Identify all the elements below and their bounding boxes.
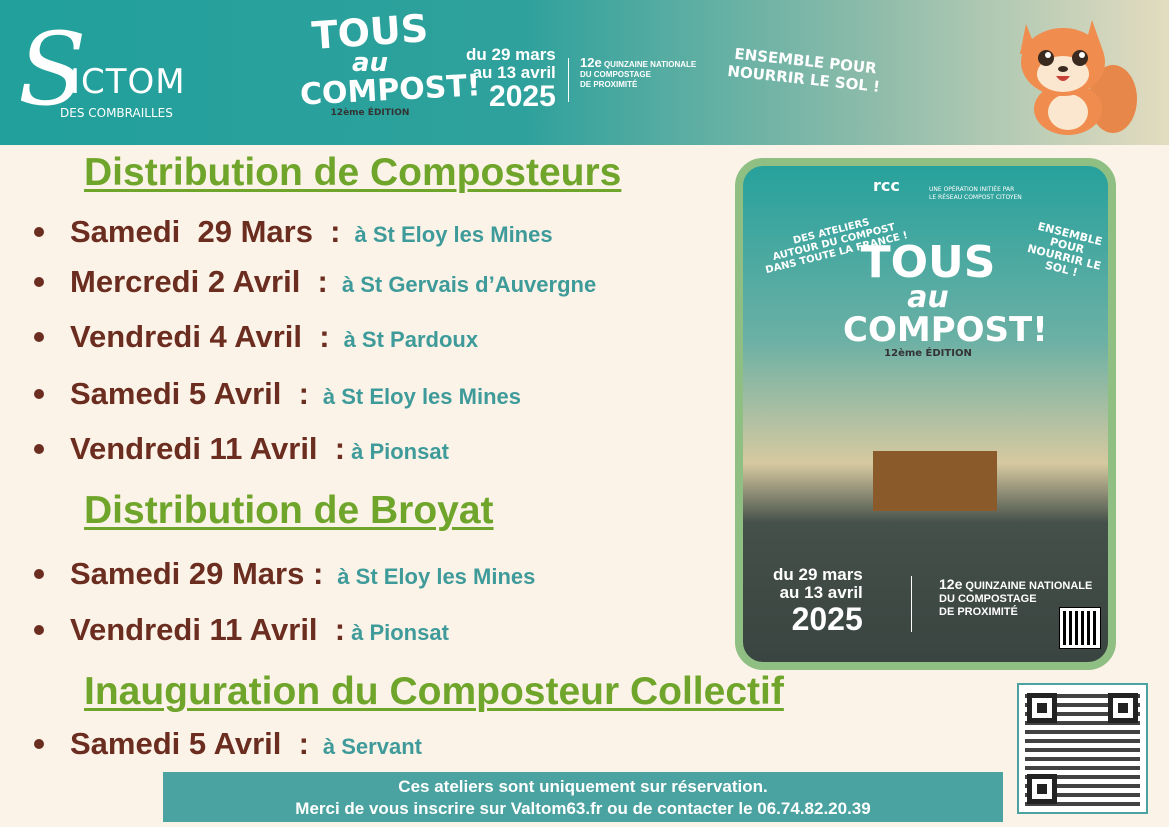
event-place: à St Eloy les Mines bbox=[322, 384, 521, 409]
poster-title: TOUS au COMPOST! 12ème ÉDITION bbox=[843, 237, 1048, 360]
poster-quinzaine-line3: DE PROXIMITÉ bbox=[939, 606, 1018, 618]
event-place: à St Eloy les Mines bbox=[337, 564, 536, 589]
campaign-line1: TOUS bbox=[310, 5, 430, 59]
event-place: à St Eloy les Mines bbox=[354, 222, 553, 247]
list-item: Samedi 29 Mars : à St Eloy les Mines bbox=[34, 556, 535, 592]
divider bbox=[911, 576, 912, 632]
campaign-edition: 12ème ÉDITION bbox=[330, 108, 410, 118]
poster-slogan: ENSEMBLE POUR NOURRIR LE SOL ! bbox=[1018, 218, 1108, 285]
event-date: Samedi 29 Mars : bbox=[70, 556, 324, 591]
operation-line1: UNE OPÉRATION INITIÉE PAR bbox=[929, 186, 1015, 193]
quinzaine-line3: DE PROXIMITÉ bbox=[580, 80, 638, 89]
date-to: au 13 avril bbox=[472, 63, 556, 82]
list-item: Mercredi 2 Avril : à St Gervais d’Auvergn… bbox=[34, 264, 596, 300]
logo-subtitle: DES COMBRAILLES bbox=[60, 106, 173, 120]
bullet-icon bbox=[34, 227, 44, 237]
list-item: Samedi 5 Avril : à Servant bbox=[34, 726, 422, 762]
event-place: à St Pardoux bbox=[343, 327, 479, 352]
tous-au-compost-logo: TOUS au COMPOST! 12ème ÉDITION bbox=[299, 6, 482, 134]
divider bbox=[568, 58, 569, 102]
section-title-broyat: Distribution de Broyat bbox=[84, 489, 494, 532]
campaign-poster: rcc UNE OPÉRATION INITIÉE PAR LE RÉSEAU C… bbox=[735, 158, 1116, 670]
poster-quinzaine-line1: QUINZAINE NATIONALE bbox=[965, 580, 1093, 592]
poster-qr-code-icon bbox=[1059, 607, 1101, 649]
sictom-logo: S ICTOM DES COMBRAILLES bbox=[18, 20, 188, 130]
poster-dates: du 29 mars au 13 avril 2025 bbox=[773, 565, 863, 637]
list-item: Vendredi 11 Avril :à Pionsat bbox=[34, 612, 449, 648]
campaign-line2: au bbox=[351, 48, 389, 78]
header-slogan: ENSEMBLE POUR NOURRIR LE SOL ! bbox=[727, 44, 883, 96]
poster-quinzaine-number: 12e bbox=[939, 576, 963, 592]
quinzaine-text: 12e QUINZAINE NATIONALE DU COMPOSTAGE DE… bbox=[580, 55, 697, 90]
qr-finder bbox=[1027, 774, 1057, 804]
operation-line2: LE RÉSEAU COMPOST CITOYEN bbox=[929, 194, 1022, 201]
poster-date-from: du 29 mars bbox=[773, 565, 863, 584]
bullet-icon bbox=[34, 332, 44, 342]
event-place: à Servant bbox=[322, 734, 422, 759]
reservation-line1: Ces ateliers sont uniquement sur réserva… bbox=[398, 777, 768, 796]
compost-bin-illustration bbox=[873, 451, 997, 511]
bullet-icon bbox=[34, 277, 44, 287]
poster-edition: 12ème ÉDITION bbox=[884, 348, 972, 359]
poster-operation: UNE OPÉRATION INITIÉE PAR LE RÉSEAU COMPO… bbox=[929, 186, 1022, 202]
poster-quinzaine-line2: DU COMPOSTAGE bbox=[939, 593, 1037, 605]
quinzaine-line1: QUINZAINE NATIONALE bbox=[603, 60, 697, 69]
list-item: Vendredi 11 Avril :à Pionsat bbox=[34, 431, 449, 467]
reservation-banner: Ces ateliers sont uniquement sur réserva… bbox=[163, 772, 1003, 822]
event-date: Mercredi 2 Avril : bbox=[70, 264, 328, 299]
header-dates: du 29 mars au 13 avril 2025 bbox=[466, 46, 556, 112]
event-place: à Pionsat bbox=[351, 439, 449, 464]
event-date: Samedi 29 Mars : bbox=[70, 214, 341, 249]
date-from: du 29 mars bbox=[466, 45, 556, 64]
event-place: à St Gervais d’Auvergne bbox=[341, 272, 597, 297]
list-item: Samedi 5 Avril : à St Eloy les Mines bbox=[34, 376, 521, 412]
qr-finder bbox=[1027, 693, 1057, 723]
poster-quinzaine: 12e QUINZAINE NATIONALE DU COMPOSTAGE DE… bbox=[939, 576, 1093, 619]
event-date: Samedi 5 Avril : bbox=[70, 376, 309, 411]
bullet-icon bbox=[34, 389, 44, 399]
campaign-line3: COMPOST! bbox=[299, 68, 482, 113]
logo-name: ICTOM bbox=[70, 62, 186, 102]
event-date: Samedi 5 Avril : bbox=[70, 726, 309, 761]
squirrel-mascot-icon bbox=[1020, 20, 1137, 135]
bullet-icon bbox=[34, 625, 44, 635]
date-year: 2025 bbox=[489, 80, 556, 113]
poster-title-line3: COMPOST! bbox=[843, 310, 1048, 350]
bullet-icon bbox=[34, 444, 44, 454]
poster-date-year: 2025 bbox=[791, 601, 863, 637]
section-title-composteurs: Distribution de Composteurs bbox=[84, 151, 622, 194]
qr-code-icon[interactable] bbox=[1017, 683, 1148, 814]
quinzaine-line2: DU COMPOSTAGE bbox=[580, 70, 651, 79]
header-banner: S ICTOM DES COMBRAILLES TOUS au COMPOST!… bbox=[0, 0, 1169, 145]
logo-letter: S bbox=[18, 11, 87, 128]
bullet-icon bbox=[34, 569, 44, 579]
reservation-line2: Merci de vous inscrire sur Valtom63.fr o… bbox=[295, 799, 871, 818]
section-title-inauguration: Inauguration du Composteur Collectif bbox=[84, 670, 784, 713]
qr-finder bbox=[1108, 693, 1138, 723]
event-date: Vendredi 11 Avril : bbox=[70, 612, 346, 647]
quinzaine-number: 12e bbox=[580, 55, 602, 70]
poster-date-to: au 13 avril bbox=[779, 583, 863, 602]
poster-title-line1: TOUS bbox=[860, 237, 996, 288]
bullet-icon bbox=[34, 739, 44, 749]
list-item: Samedi 29 Mars : à St Eloy les Mines bbox=[34, 214, 553, 250]
event-date: Vendredi 4 Avril : bbox=[70, 319, 330, 354]
rcc-logo: rcc bbox=[873, 176, 900, 195]
event-date: Vendredi 11 Avril : bbox=[70, 431, 346, 466]
event-place: à Pionsat bbox=[351, 620, 449, 645]
list-item: Vendredi 4 Avril : à St Pardoux bbox=[34, 319, 478, 355]
poster-title-line2: au bbox=[907, 280, 949, 315]
